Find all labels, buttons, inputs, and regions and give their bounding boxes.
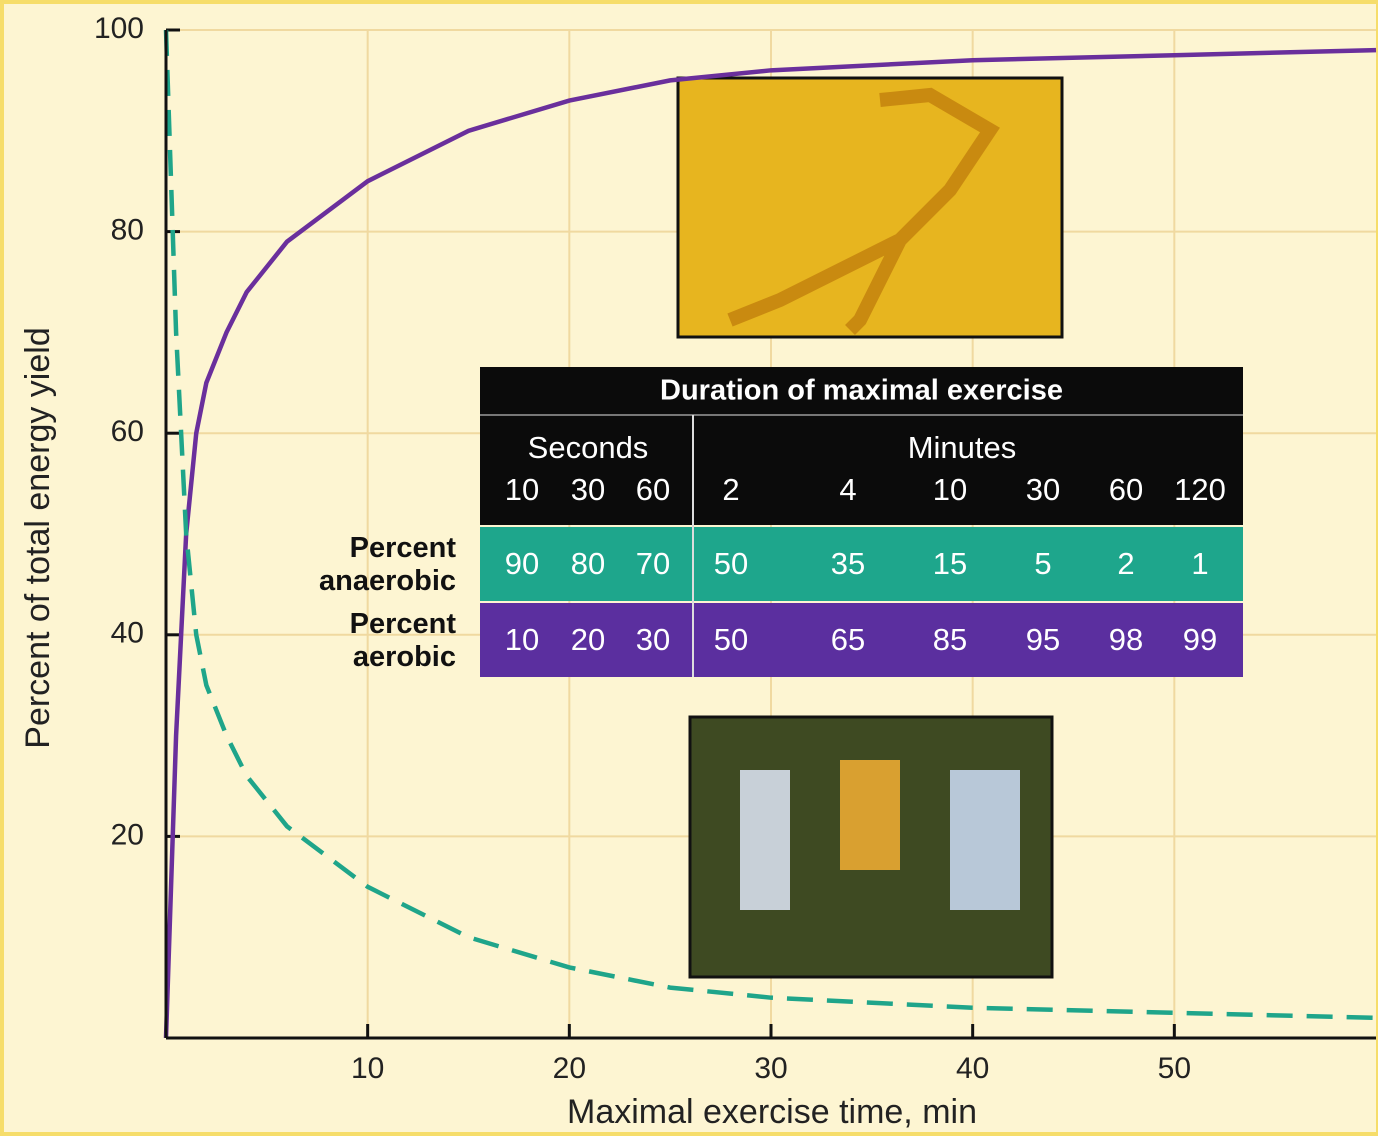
column-label: 60	[1109, 472, 1143, 507]
cell: 15	[933, 546, 967, 581]
cell: 2	[1117, 546, 1134, 581]
cell: 30	[636, 622, 670, 657]
hiker-figure	[740, 770, 790, 910]
cell: 95	[1026, 622, 1060, 657]
cell: 5	[1034, 546, 1051, 581]
column-label: 4	[839, 472, 856, 507]
row-label: Percent anaerobic	[256, 532, 456, 598]
cell: 99	[1183, 622, 1217, 657]
chart: Percent of total energy yield Maximal ex…	[0, 0, 1378, 1136]
cell: 10	[505, 622, 539, 657]
cell: 98	[1109, 622, 1143, 657]
column-label: 120	[1174, 472, 1226, 507]
column-label: 30	[571, 472, 605, 507]
hiker-figure	[840, 760, 900, 870]
x-tick-label: 20	[553, 1052, 586, 1085]
cell: 50	[714, 622, 748, 657]
cell: 65	[831, 622, 865, 657]
y-tick-label: 40	[111, 617, 144, 650]
y-tick-label: 80	[111, 214, 144, 247]
column-label: 2	[722, 472, 739, 507]
y-tick-label: 60	[111, 415, 144, 448]
column-label: 60	[636, 472, 670, 507]
cell: 35	[831, 546, 865, 581]
cell: 50	[714, 546, 748, 581]
cell: 80	[571, 546, 605, 581]
column-label: 10	[505, 472, 539, 507]
cell: 90	[505, 546, 539, 581]
x-tick-label: 40	[956, 1052, 989, 1085]
y-axis-label: Percent of total energy yield	[19, 327, 57, 748]
table-title: Duration of maximal exercise	[660, 375, 1063, 407]
group-label: Seconds	[528, 430, 649, 465]
row-label: Percent aerobic	[256, 608, 456, 674]
x-axis-label: Maximal exercise time, min	[567, 1093, 977, 1131]
cell: 70	[636, 546, 670, 581]
page: Percent of total energy yield Maximal ex…	[0, 0, 1378, 1136]
y-tick-label: 20	[111, 818, 144, 851]
cell: 85	[933, 622, 967, 657]
cell: 1	[1191, 546, 1208, 581]
x-tick-label: 10	[351, 1052, 384, 1085]
column-label: 30	[1026, 472, 1060, 507]
group-label: Minutes	[908, 430, 1017, 465]
column-label: 10	[933, 472, 967, 507]
hiker-figure	[950, 770, 1020, 910]
cell: 20	[571, 622, 605, 657]
x-tick-label: 50	[1158, 1052, 1191, 1085]
x-tick-label: 30	[754, 1052, 787, 1085]
y-tick-label: 100	[94, 12, 144, 45]
